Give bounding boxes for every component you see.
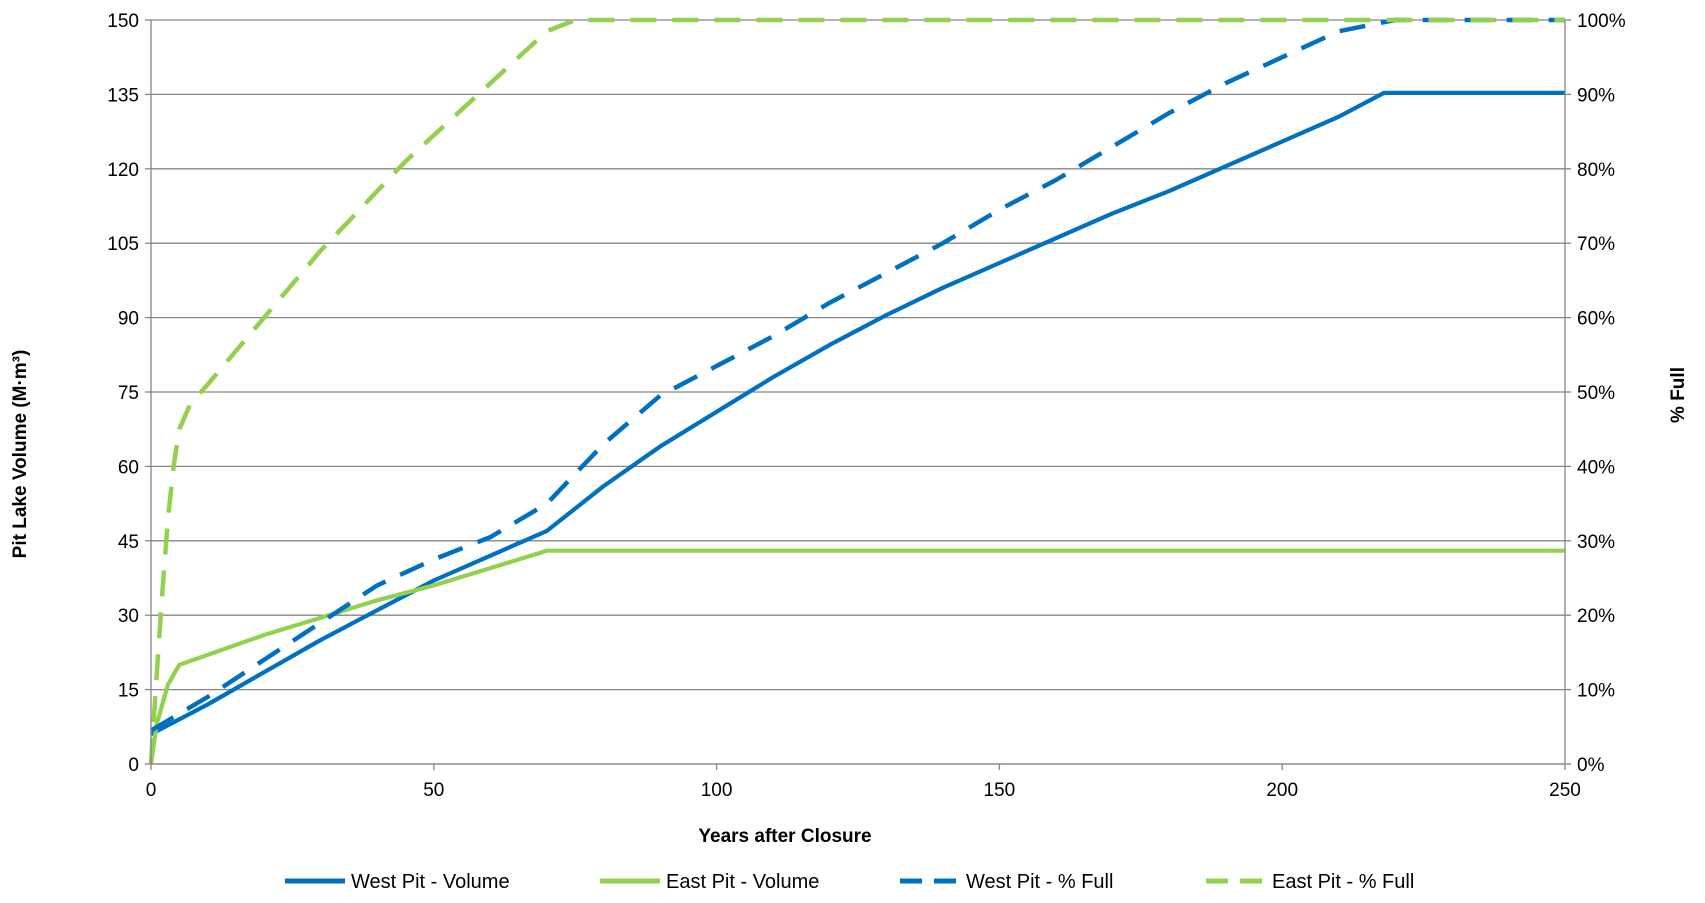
series-line-east-pit-full [148, 17, 1565, 765]
x-tick-label: 200 [1266, 780, 1298, 801]
x-tick-label: 250 [1549, 780, 1581, 801]
y2-tick-label: 10% [1577, 681, 1615, 702]
y-tick-label: 75 [118, 383, 139, 404]
y-tick-label: 0 [128, 755, 139, 776]
y2-tick-label: 30% [1577, 532, 1615, 553]
y-tick-label: 105 [107, 234, 139, 255]
legend-label-east-pit-volume: East Pit - Volume [666, 871, 819, 893]
y2-axis-title: % Full [1668, 367, 1689, 423]
series-line-east-pit-volume [148, 548, 1565, 765]
x-axis-title: Years after Closure [698, 826, 871, 847]
series-line-west-pit-full [149, 17, 1565, 733]
y2-tick-label: 80% [1577, 160, 1615, 181]
y2-tick-label: 70% [1577, 234, 1615, 255]
x-tick-label: 100 [701, 780, 733, 801]
y2-tick-label: 90% [1577, 85, 1615, 106]
y-tick-label: 30 [118, 606, 139, 627]
y-tick-label: 60 [118, 457, 139, 478]
y2-tick-label: 40% [1577, 457, 1615, 478]
series-line-west-pit-volume [150, 90, 1565, 737]
y-axis-title: Pit Lake Volume (M·m³) [10, 350, 31, 559]
x-tick-label: 0 [146, 780, 157, 801]
y-tick-label: 15 [118, 681, 139, 702]
x-tick-label: 150 [984, 780, 1016, 801]
y-tick-label: 120 [107, 160, 139, 181]
y-tick-label: 90 [118, 309, 139, 330]
x-tick-label: 50 [423, 780, 444, 801]
tick-labels: 0 0% 15 10% 30 20% 45 30% 60 40% 75 50% 90 60% 105 70% 1… [107, 11, 1625, 801]
y2-tick-label: 0% [1577, 755, 1605, 776]
legend-label-west-pit-full: West Pit - % Full [966, 871, 1113, 893]
y2-tick-label: 50% [1577, 383, 1615, 404]
legend-label-west-pit-volume: West Pit - Volume [351, 871, 510, 893]
y2-tick-label: 20% [1577, 606, 1615, 627]
y-tick-label: 150 [107, 11, 139, 32]
gridlines [151, 19, 1565, 765]
legend-label-east-pit-full: East Pit - % Full [1272, 871, 1414, 893]
y2-tick-label: 60% [1577, 309, 1615, 330]
y-tick-label: 45 [118, 532, 139, 553]
y-tick-label: 135 [107, 85, 139, 106]
y2-tick-label: 100% [1577, 11, 1626, 32]
axes [145, 19, 1571, 770]
series-layer [148, 17, 1565, 765]
legend: West Pit - Volume East Pit - Volume West P… [285, 871, 1414, 893]
